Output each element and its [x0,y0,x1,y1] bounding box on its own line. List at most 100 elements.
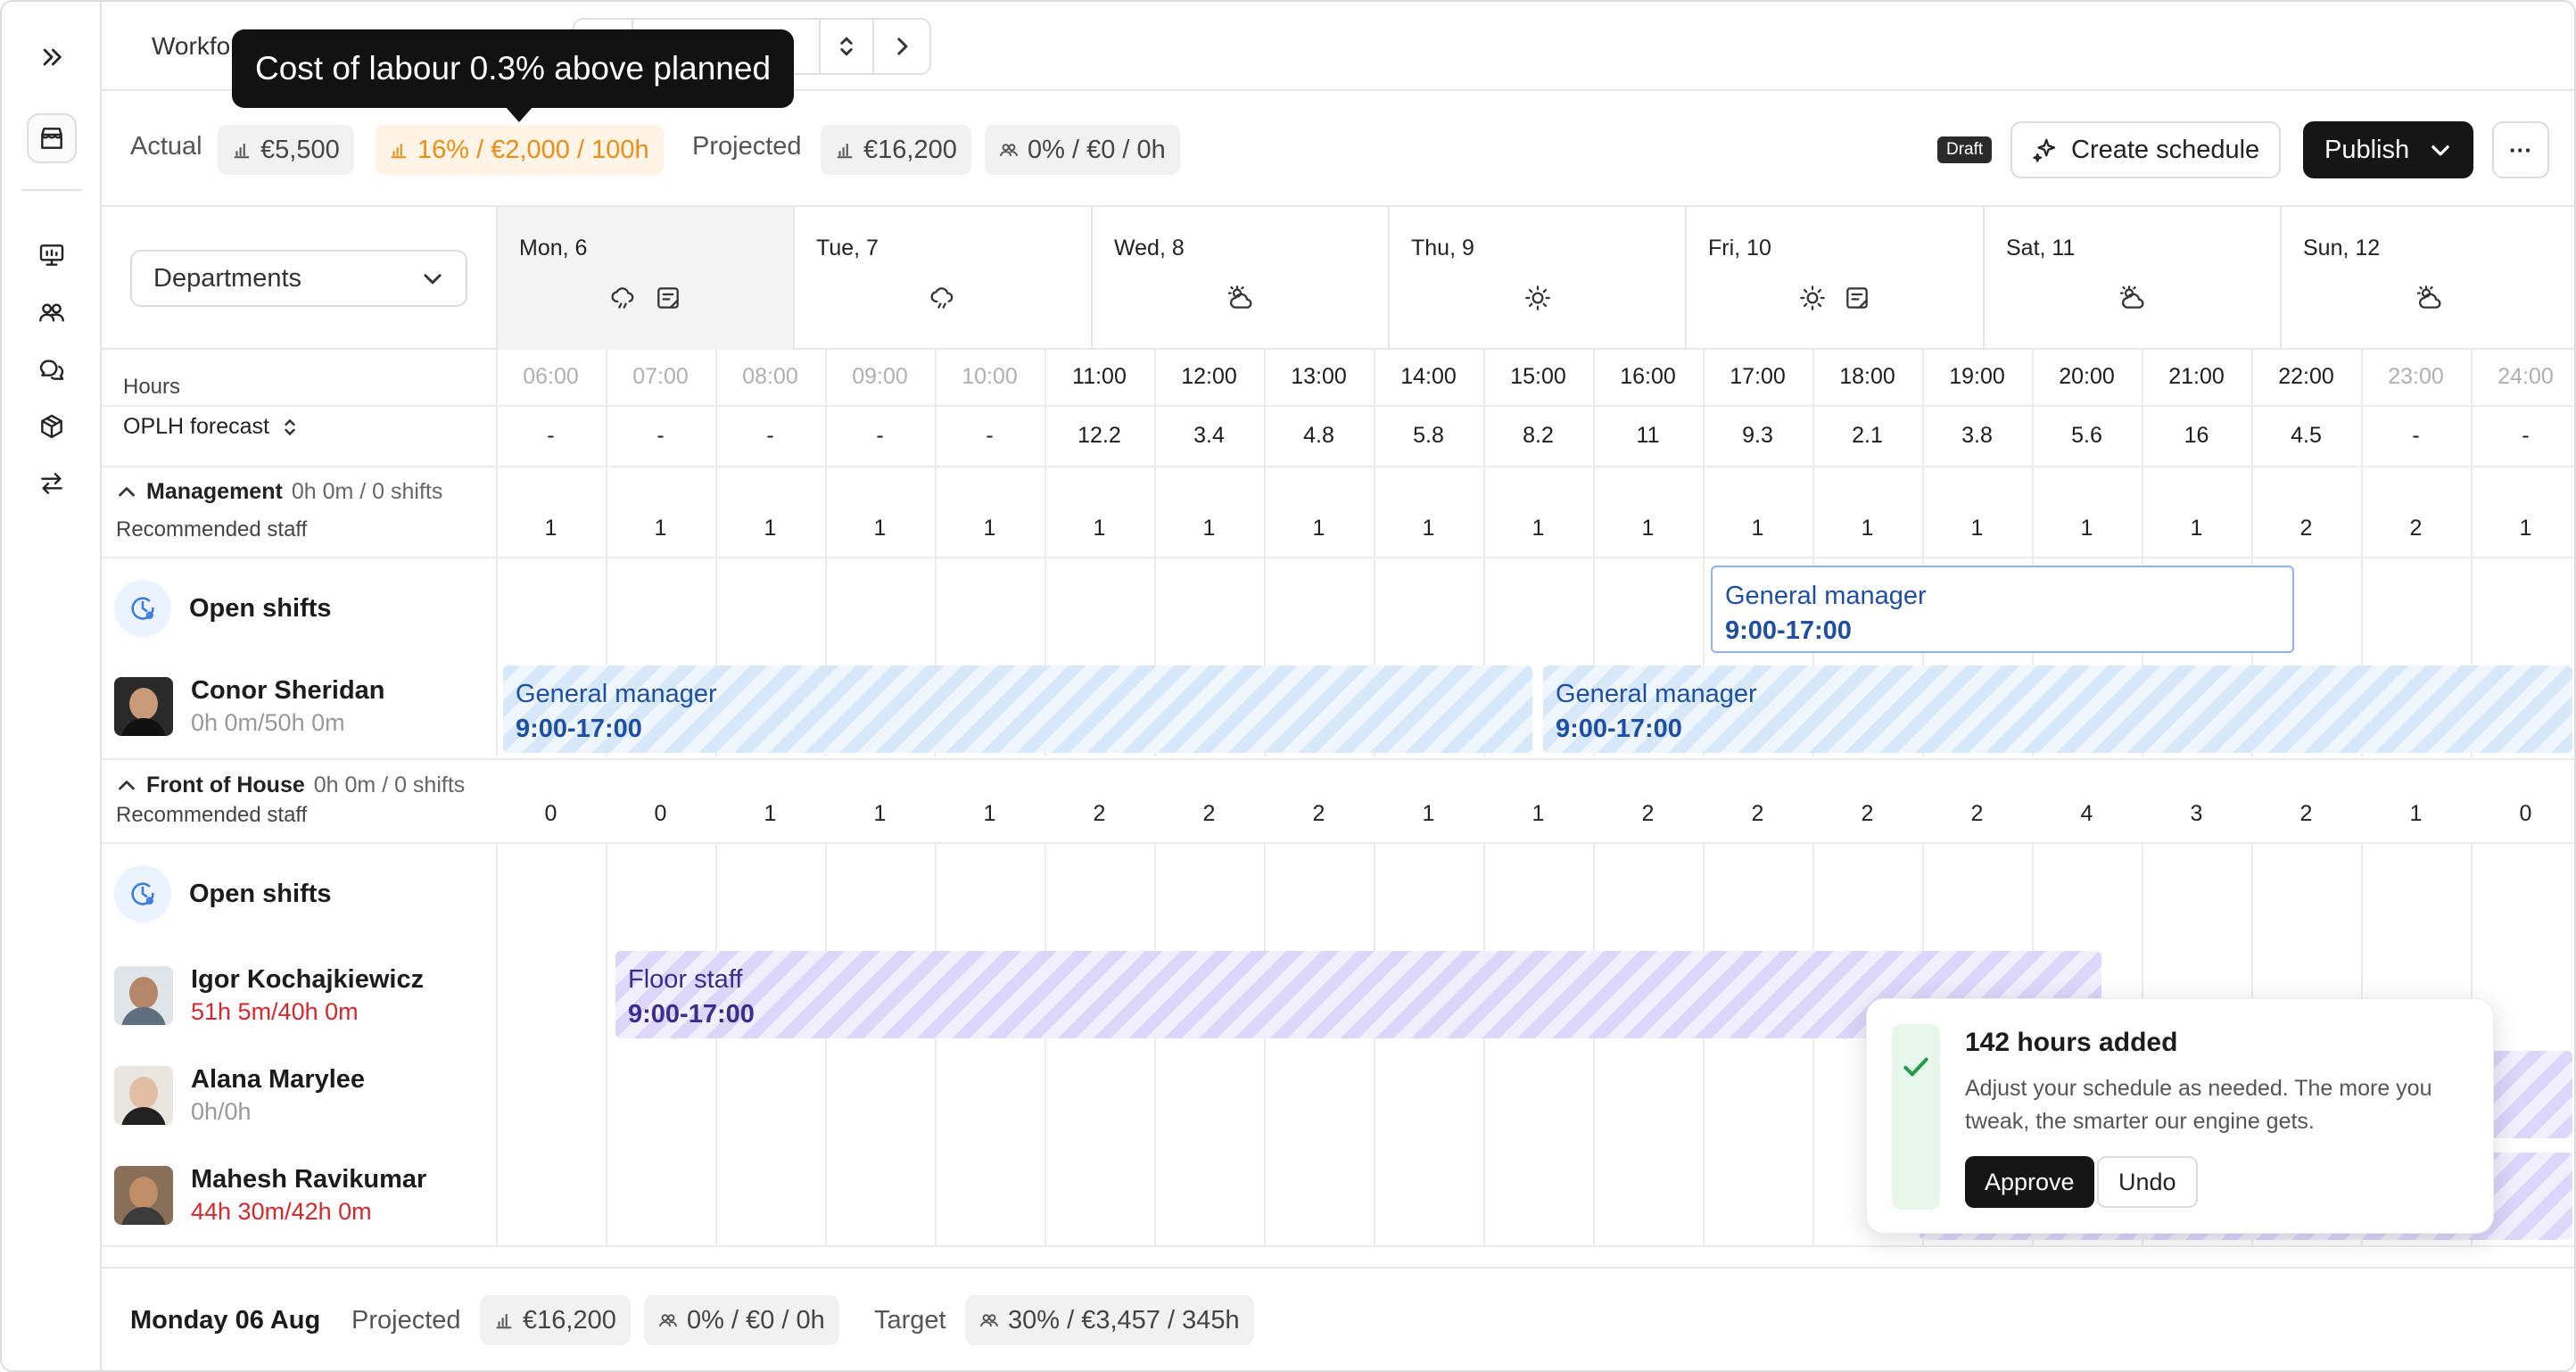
presentation-icon[interactable] [27,230,77,280]
actual-cost-chip: €5,500 [218,125,354,175]
success-indicator [1892,1024,1940,1210]
day-column-header[interactable]: Mon, 6 [496,207,793,350]
management-section-header[interactable]: Management 0h 0m / 0 shifts [116,479,442,505]
shift-time: 9:00-17:00 [628,1000,755,1029]
shift-card[interactable]: General manager 9:00-17:00 [1543,665,2572,753]
hour-label: 17:00 [1730,364,1786,389]
recommended-staff-count: 1 [1532,801,1545,826]
chat-icon[interactable] [27,344,77,394]
oplh-forecast-select[interactable]: OPLH forecast [123,414,298,440]
users-icon [659,1314,677,1327]
bar-chart-icon [837,144,853,159]
shift-role: General manager [1556,680,1757,708]
management-meta: 0h 0m / 0 shifts [291,479,443,504]
actual-delta-chip[interactable]: 16% / €2,000 / 100h [375,125,664,175]
open-shift-card[interactable]: General manager 9:00-17:00 [1711,566,2294,653]
departments-select[interactable]: Departments [130,250,467,307]
day-column-header[interactable]: Thu, 9 [1388,207,1685,350]
users-icon [1000,144,1018,156]
day-column-header[interactable]: Sat, 11 [1983,207,2280,350]
front-of-house-section-header[interactable]: Front of House 0h 0m / 0 shifts [116,773,465,798]
transfer-icon[interactable] [27,459,77,508]
chevron-down-icon [424,274,442,285]
grid-column-line [1044,842,1046,1245]
staff-row-igor-kochajkiewicz[interactable]: Igor Kochajkiewicz 51h 5m/40h 0m [114,965,424,1026]
footer-target-label: Target [874,1306,946,1335]
hour-label: 12:00 [1181,364,1237,389]
recommended-staff-count: 2 [1751,801,1764,826]
forecast-value: 3.4 [1193,423,1225,448]
next-week-button[interactable] [874,20,929,73]
create-schedule-label: Create schedule [2071,135,2260,164]
hour-label: 06:00 [523,364,579,389]
grid-column-line [1264,842,1266,1245]
day-header-row [102,207,2574,350]
management-title: Management [146,479,283,504]
management-open-shifts[interactable]: Open shifts [114,580,332,637]
recommended-staff-count: 1 [1093,516,1106,541]
day-column-header[interactable]: Wed, 8 [1091,207,1388,350]
week-range[interactable] [633,20,821,73]
forecast-value: 11 [1636,423,1660,448]
hour-label: 14:00 [1400,364,1457,389]
users-icon[interactable] [27,287,77,337]
recommended-staff-count: 1 [1422,516,1435,541]
hour-label: 22:00 [2278,364,2334,389]
footer-target-chip: 30% / €3,457 / 345h [965,1295,1254,1345]
recommended-staff-count: 2 [1312,801,1325,826]
front-of-house-title: Front of House [146,773,305,798]
rail-divider [21,189,82,191]
projected-cost-chip: €16,200 [821,125,971,175]
staff-row-alana-marylee[interactable]: Alana Marylee 0h/0h [114,1065,365,1126]
actual-value: €5,500 [260,135,340,164]
create-schedule-button[interactable]: Create schedule [2010,121,2282,178]
recommended-staff-count: 1 [764,801,777,826]
staff-row-conor-sheridan[interactable]: Conor Sheridan 0h 0m/50h 0m [114,676,385,737]
front-of-house-open-shifts[interactable]: Open shifts [114,865,332,922]
day-label: Sun, 12 [2303,236,2381,260]
undo-button[interactable]: Undo [2097,1156,2198,1208]
departments-label: Departments [153,263,302,293]
recommended-staff-count: 1 [2409,801,2423,826]
forecast-value: 9.3 [1742,423,1773,448]
forecast-value: 12.2 [1077,423,1121,448]
box-icon[interactable] [27,401,77,451]
grid-column-line [2471,350,2473,756]
recommended-staff-count: 1 [1861,516,1874,541]
day-column-header[interactable]: Tue, 7 [793,207,1090,350]
cloud-sun-icon [2119,285,2143,309]
shift-card[interactable]: General manager 9:00-17:00 [503,665,1532,753]
cloud-sun-icon [1227,285,1251,309]
week-stepper[interactable] [821,20,874,73]
cloud-rain-icon [930,287,953,309]
staff-row-mahesh-ravikumar[interactable]: Mahesh Ravikumar 44h 30m/42h 0m [114,1165,426,1226]
day-column-header[interactable]: Sun, 12 [2280,207,2574,350]
grid-column-line [1154,842,1156,1245]
forecast-value: 8.2 [1523,423,1554,448]
day-label: Wed, 8 [1114,236,1185,260]
open-shift-icon [114,865,171,922]
grid-column-line [825,842,827,1245]
chevron-right-icon [897,37,908,55]
grid-column-line [1593,350,1595,756]
grid-column-line [1812,842,1814,1245]
grid-column-line [935,350,937,756]
shift-card[interactable]: Floor staff 9:00-17:00 [615,951,2101,1038]
draft-badge: Draft [1937,136,1993,163]
store-icon[interactable] [27,113,77,163]
approve-button[interactable]: Approve [1965,1156,2094,1208]
toast-body: Adjust your schedule as needed. The more… [1965,1076,2432,1134]
breadcrumb[interactable]: Workfo [152,32,231,60]
recommended-staff-count: 2 [1861,801,1874,826]
publish-button[interactable]: Publish [2303,121,2474,178]
more-options-button[interactable]: ··· [2492,121,2549,178]
grid-column-line [606,842,607,1245]
hour-label: 23:00 [2388,364,2444,389]
actual-label: Actual [130,132,202,161]
chevron-up-icon [119,486,135,496]
expand-icon[interactable] [27,32,77,82]
grid-column-line [1703,842,1705,1245]
oplh-forecast-label: OPLH forecast [123,414,269,439]
recommended-staff-count: 0 [654,801,667,826]
day-column-header[interactable]: Fri, 10 [1685,207,1982,350]
